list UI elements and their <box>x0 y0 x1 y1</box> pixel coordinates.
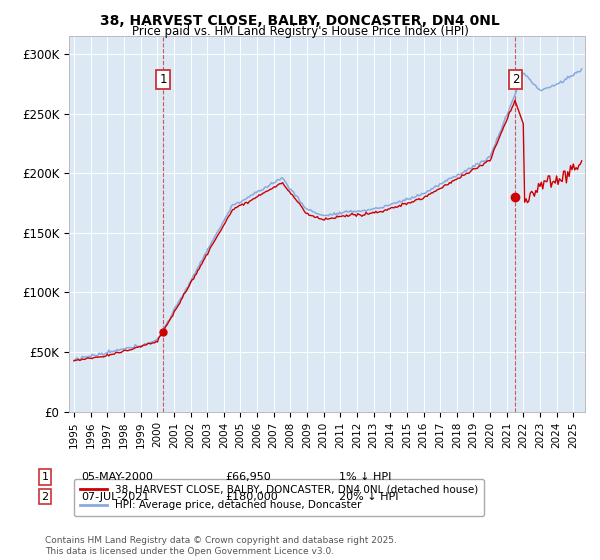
Text: £180,000: £180,000 <box>225 492 278 502</box>
Text: 07-JUL-2021: 07-JUL-2021 <box>81 492 149 502</box>
Text: 38, HARVEST CLOSE, BALBY, DONCASTER, DN4 0NL: 38, HARVEST CLOSE, BALBY, DONCASTER, DN4… <box>100 14 500 28</box>
Text: 1: 1 <box>41 472 49 482</box>
Text: 2: 2 <box>512 73 519 86</box>
Text: 05-MAY-2000: 05-MAY-2000 <box>81 472 153 482</box>
Text: £66,950: £66,950 <box>225 472 271 482</box>
Text: 2: 2 <box>41 492 49 502</box>
Text: Price paid vs. HM Land Registry's House Price Index (HPI): Price paid vs. HM Land Registry's House … <box>131 25 469 38</box>
Text: 1% ↓ HPI: 1% ↓ HPI <box>339 472 391 482</box>
Text: Contains HM Land Registry data © Crown copyright and database right 2025.
This d: Contains HM Land Registry data © Crown c… <box>45 536 397 556</box>
Text: 1: 1 <box>159 73 167 86</box>
Text: 20% ↓ HPI: 20% ↓ HPI <box>339 492 398 502</box>
Legend: 38, HARVEST CLOSE, BALBY, DONCASTER, DN4 0NL (detached house), HPI: Average pric: 38, HARVEST CLOSE, BALBY, DONCASTER, DN4… <box>74 479 484 516</box>
